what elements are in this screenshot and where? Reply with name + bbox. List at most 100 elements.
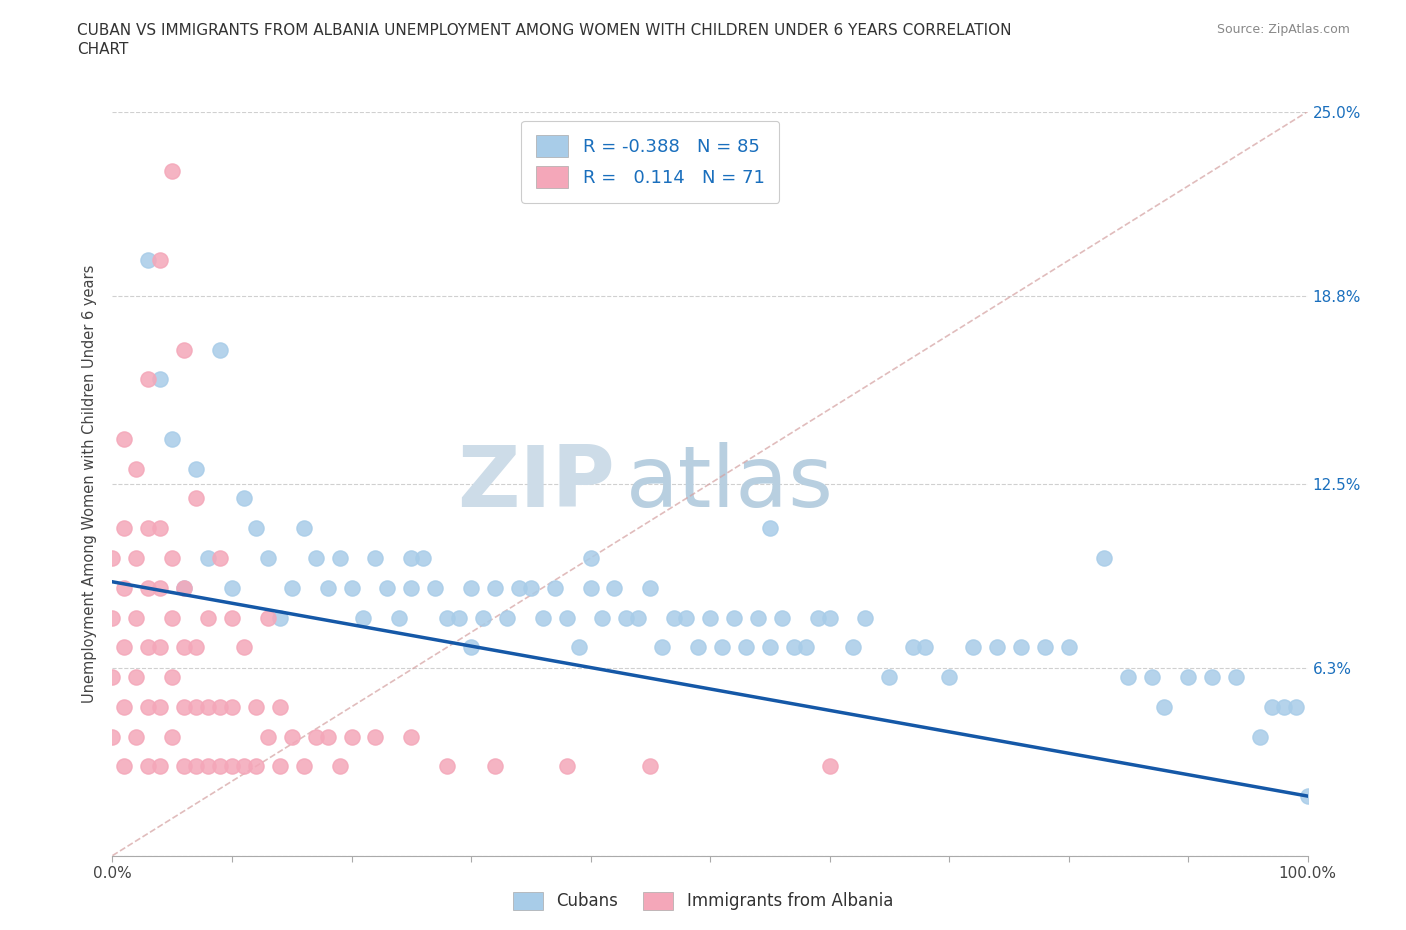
Point (209, 551, 232, 565)
Point (281, 580, 304, 595)
Point (401, 729, 423, 744)
Point (1296, 789, 1319, 804)
Point (675, 610, 697, 625)
Point (1285, 699, 1308, 714)
Point (233, 491, 256, 506)
Point (1225, 670, 1247, 684)
Point (162, 164, 183, 179)
Point (149, 759, 172, 774)
Point (186, 461, 208, 476)
Point (520, 580, 543, 595)
Point (138, 253, 160, 268)
Point (723, 610, 745, 625)
Point (233, 640, 256, 655)
Point (1177, 670, 1199, 684)
Point (329, 759, 352, 774)
Point (149, 372, 172, 387)
Point (233, 759, 256, 774)
Point (209, 759, 232, 774)
Point (770, 610, 793, 625)
Point (1201, 670, 1223, 684)
Point (842, 640, 865, 655)
Point (197, 699, 219, 714)
Point (101, 610, 124, 625)
Point (472, 610, 495, 625)
Point (353, 610, 375, 625)
Point (688, 640, 710, 655)
Point (173, 640, 195, 655)
Point (186, 699, 208, 714)
Point (759, 640, 782, 655)
Point (162, 610, 183, 625)
Point (986, 640, 1008, 655)
Point (138, 640, 160, 655)
Point (401, 580, 423, 595)
Point (460, 580, 482, 595)
Point (543, 580, 565, 595)
Point (364, 729, 387, 744)
Point (484, 759, 506, 774)
Point (114, 580, 135, 595)
Legend: Cubans, Immigrants from Albania: Cubans, Immigrants from Albania (506, 885, 900, 917)
Point (138, 521, 160, 536)
Point (162, 729, 183, 744)
Point (508, 580, 530, 595)
Text: Source: ZipAtlas.com: Source: ZipAtlas.com (1216, 23, 1350, 36)
Point (759, 521, 782, 536)
Point (125, 461, 148, 476)
Point (162, 670, 183, 684)
Point (962, 640, 984, 655)
Point (316, 580, 339, 595)
Point (401, 551, 423, 565)
Point (568, 640, 591, 655)
Point (914, 640, 936, 655)
Point (412, 551, 434, 565)
Point (484, 580, 506, 595)
Point (245, 521, 267, 536)
Point (651, 640, 673, 655)
Point (269, 699, 291, 714)
Point (340, 580, 363, 595)
Point (1094, 551, 1116, 565)
Point (125, 551, 148, 565)
Point (245, 759, 267, 774)
Point (245, 699, 267, 714)
Text: atlas: atlas (627, 442, 834, 525)
Point (1033, 640, 1056, 655)
Point (496, 610, 519, 625)
Point (138, 699, 160, 714)
Point (1272, 699, 1295, 714)
Point (1010, 640, 1032, 655)
Point (640, 580, 662, 595)
Point (197, 610, 219, 625)
Point (257, 610, 280, 625)
Point (173, 759, 195, 774)
Point (436, 610, 458, 625)
Point (664, 610, 686, 625)
Point (555, 610, 578, 625)
Point (197, 759, 219, 774)
Point (735, 640, 758, 655)
Point (101, 551, 124, 565)
Point (340, 729, 363, 744)
Point (699, 610, 721, 625)
Point (592, 610, 614, 625)
Point (186, 640, 208, 655)
Point (555, 759, 578, 774)
Point (209, 342, 232, 357)
Point (807, 610, 830, 625)
Point (149, 521, 172, 536)
Point (1118, 670, 1140, 684)
Point (114, 521, 135, 536)
Point (425, 580, 447, 595)
Point (938, 670, 960, 684)
Point (1142, 670, 1164, 684)
Point (257, 551, 280, 565)
Point (603, 580, 626, 595)
Point (292, 759, 315, 774)
Text: CHART: CHART (77, 42, 129, 57)
Point (627, 610, 650, 625)
Point (855, 610, 877, 625)
Point (149, 640, 172, 655)
Point (305, 551, 328, 565)
